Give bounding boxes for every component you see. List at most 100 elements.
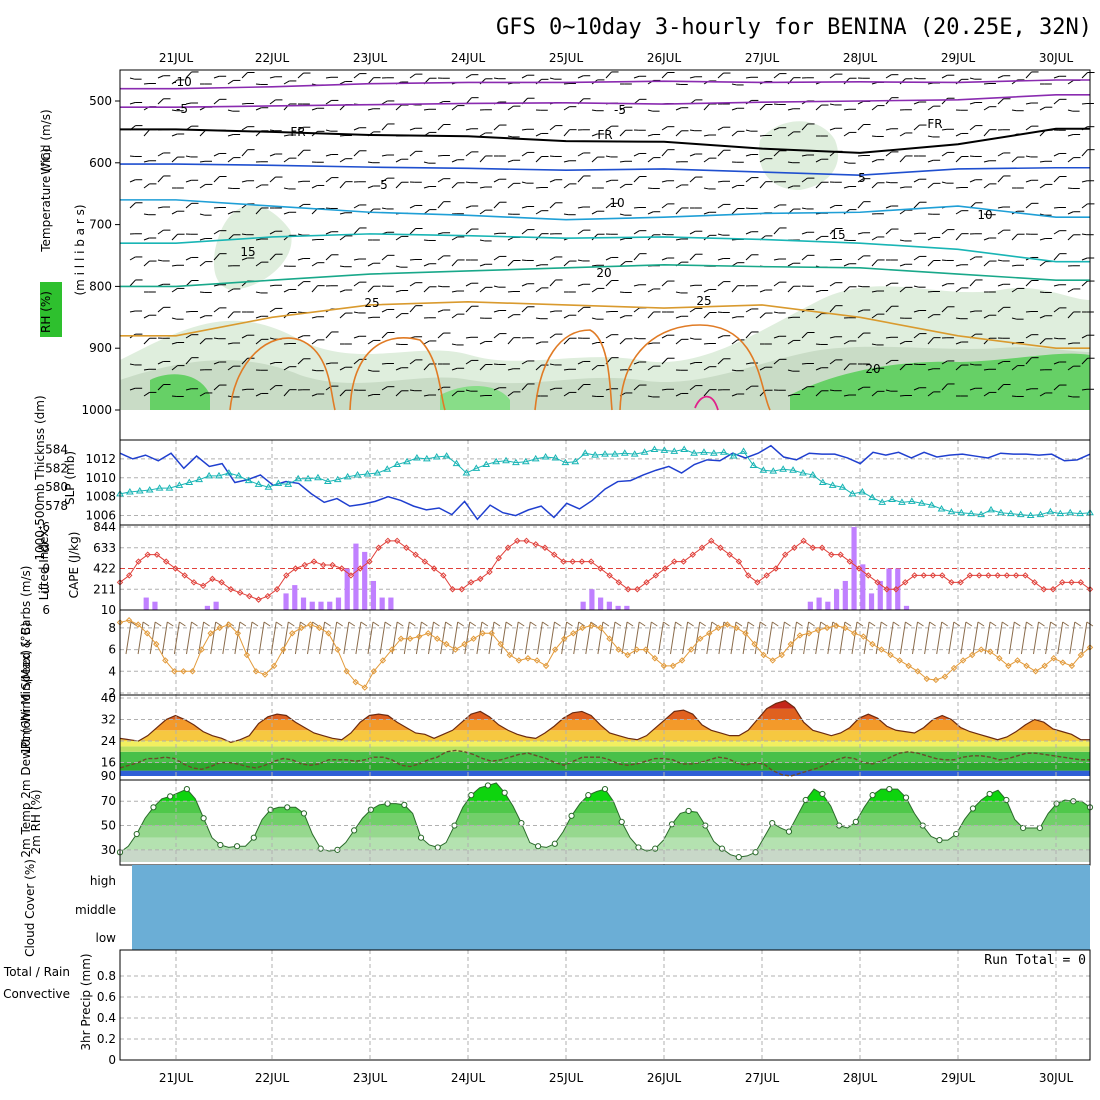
wind-barb (969, 179, 983, 183)
rh-point (902, 794, 910, 801)
rh-point (735, 854, 742, 861)
thickness-point (581, 449, 590, 456)
cape-bar (283, 593, 289, 610)
wind-barb-shaft (717, 149, 724, 157)
wind-barb-shaft (339, 265, 345, 268)
wind-barb (927, 105, 941, 111)
wind-barb-shaft (479, 209, 486, 215)
wind-barb-shaft (871, 313, 878, 319)
rh-point (300, 810, 308, 817)
lifted-index-point (1012, 572, 1020, 579)
wind-barb (297, 180, 310, 183)
wind-barb (787, 316, 800, 319)
temp-band (120, 746, 1090, 752)
wind10-barb (670, 621, 676, 655)
wind-barb-shaft (745, 231, 752, 235)
wind-barb (619, 160, 632, 163)
wind-barb-shaft (353, 358, 360, 365)
wind10-speed-point (189, 668, 196, 675)
thickness-point (670, 447, 679, 454)
wind-barb (969, 363, 982, 366)
wind-barb (605, 155, 618, 158)
cape-bar (825, 601, 831, 610)
thickness-point (759, 466, 768, 473)
wind-barb-shaft (857, 232, 864, 235)
wind-barb-shaft (1011, 264, 1018, 267)
wind-barb-shaft (745, 177, 752, 183)
wind-barb-shaft (1081, 357, 1088, 365)
wind-barb-shaft (451, 105, 458, 111)
wind-barb (549, 256, 563, 261)
wind-barb-shaft (633, 337, 639, 340)
wind-barb-shaft (1053, 75, 1060, 79)
wind-barb-shaft (437, 124, 444, 131)
wind-barb-shaft (1011, 365, 1018, 371)
wind-barb (563, 337, 577, 345)
cape-bar (370, 580, 377, 610)
wind-barb-shaft (549, 179, 556, 183)
wind10-barb (1081, 621, 1088, 655)
wind-barb-shaft (843, 108, 850, 111)
thickness-point (135, 487, 144, 494)
wind-barb-shaft (311, 285, 318, 293)
wind-barb-shaft (493, 201, 500, 209)
wind-barb (437, 309, 451, 313)
wind-barb (493, 387, 507, 391)
wind10-barb (258, 621, 265, 655)
wind-barb (325, 76, 338, 79)
wind-barb-shaft (787, 185, 794, 189)
wind10-speed-point (524, 655, 532, 662)
wind-barb (1081, 72, 1095, 79)
wind-barb-shaft (955, 317, 961, 320)
wind-barb (311, 393, 325, 397)
wind10-speed-point (234, 630, 242, 637)
rh-point (886, 785, 893, 793)
bottom-date-label: 25JUL (549, 1071, 584, 1085)
wind-barb-shaft (955, 341, 962, 345)
rh-point (367, 806, 374, 813)
wind10-speed-point (823, 624, 831, 632)
wind-barb (367, 369, 380, 372)
wind-tick-label: 6 (108, 643, 116, 657)
wind-barb (451, 313, 465, 319)
wind-barb-shaft (171, 264, 178, 267)
wind10-barb (863, 621, 870, 655)
wind-barb-shaft (171, 233, 178, 241)
wind-barb-shaft (521, 151, 528, 157)
wind-barb-shaft (885, 282, 892, 287)
wind-barb-shaft (787, 369, 793, 372)
wind10-speed-point (261, 671, 269, 678)
wind-barb (395, 158, 409, 163)
wind-barb-shaft (717, 358, 724, 365)
wind-barb (619, 129, 633, 137)
wind-barb (451, 182, 465, 189)
wind-barb-shaft (367, 394, 374, 397)
wind-barb-shaft (353, 311, 359, 314)
wind-barb-shaft (899, 364, 906, 371)
rh-point (401, 801, 408, 808)
wind-barb-shaft (297, 358, 304, 365)
wind-barb (255, 338, 269, 345)
wind10-speed-point (651, 655, 659, 662)
wind-barb-shaft (577, 152, 584, 157)
wind-barb (549, 202, 563, 209)
thickness-point (155, 484, 164, 491)
wind-barb (577, 229, 591, 235)
lifted-index-point (791, 544, 798, 551)
rh-point (133, 830, 140, 838)
wind-barb-shaft (409, 150, 416, 157)
wind10-speed-point (470, 635, 477, 642)
wind-barb-shaft (801, 254, 808, 261)
wind-barb-shaft (199, 183, 206, 189)
wind-barb (199, 338, 213, 345)
lifted-index-point (938, 572, 946, 579)
wind10-barb-flag (1062, 621, 1069, 627)
wind-barb-shaft (871, 343, 877, 346)
wind-barb (171, 133, 185, 137)
wind-barb-shaft (353, 127, 360, 131)
wind-barb-shaft (199, 129, 206, 137)
wind-barb-shaft (955, 156, 962, 163)
isotherm-line (120, 163, 1090, 176)
wind10-barb (1020, 621, 1027, 655)
wind-barb (437, 232, 451, 235)
